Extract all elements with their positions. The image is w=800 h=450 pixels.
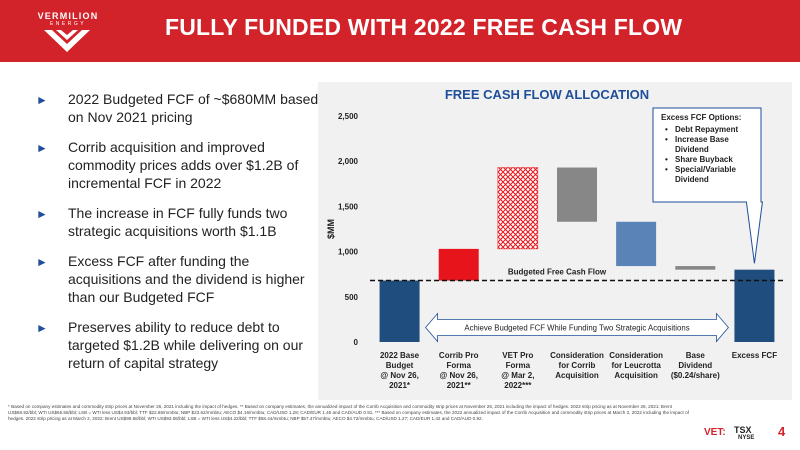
fcf-chart-panel: FREE CASH FLOW ALLOCATION $MM 0 500 1,000 1,5… xyxy=(318,82,792,400)
logo-subtext: ENERGY xyxy=(49,21,87,27)
double-arrow-annotation xyxy=(425,312,729,343)
chart-bar xyxy=(438,248,479,281)
y-tick-label: 500 xyxy=(345,293,359,302)
bullet-text: Preserves ability to reduce debt to targ… xyxy=(68,319,304,371)
vermilion-logo: VERMILION ENERGY xyxy=(0,0,120,62)
callout-bullet: • xyxy=(665,165,668,174)
chart-title: FREE CASH FLOW ALLOCATION xyxy=(445,87,649,102)
bullet-item: ► The increase in FCF fully funds two str… xyxy=(36,204,326,240)
x-tick-label: Excess FCF xyxy=(732,351,777,360)
callout-title: Excess FCF Options: xyxy=(661,113,741,122)
callout-bullet: • xyxy=(665,155,668,164)
y-tick-label: 0 xyxy=(354,338,359,347)
footnote-text: * Based on company estimates and commodi… xyxy=(8,404,689,421)
bullet-list: ► 2022 Budgeted FCF of ~$680MM based on N… xyxy=(36,90,326,384)
callout-item: Debt Repayment xyxy=(675,125,738,134)
page-number: 4 xyxy=(778,424,786,439)
tsx-label: TSX xyxy=(734,425,752,435)
logo-wings-icon xyxy=(44,30,90,52)
chart-bar xyxy=(557,167,597,222)
x-tick-label: Consideration for Leucrotta Acquisition xyxy=(609,351,663,380)
callout-bullet: • xyxy=(665,125,668,134)
x-tick-label: Consideration for Corrib Acquisition xyxy=(550,351,604,380)
bullet-item: ► Excess FCF after funding the acquisitio… xyxy=(36,252,326,306)
bullet-text: 2022 Budgeted FCF of ~$680MM based on No… xyxy=(68,91,319,125)
bullet-arrow-icon: ► xyxy=(36,207,48,221)
header-bar: VERMILION ENERGY FULLY FUNDED WITH 2022 … xyxy=(0,0,800,62)
y-tick-label: 2,500 xyxy=(338,112,359,121)
callout-bullet: • xyxy=(665,135,668,144)
chart-bar xyxy=(379,280,420,342)
page-title: FULLY FUNDED WITH 2022 FREE CASH FLOW xyxy=(165,14,683,40)
bullet-arrow-icon: ► xyxy=(36,321,48,335)
x-tick-label: VET Pro Forma @ Mar 2, 2022*** xyxy=(501,351,534,390)
chart-bar xyxy=(734,269,775,342)
callout-box xyxy=(652,107,763,264)
bullet-item: ► Preserves ability to reduce debt to tar… xyxy=(36,318,326,372)
chart-bar xyxy=(497,167,539,250)
x-tick-label: Base Dividend ($0.24/share) xyxy=(671,351,720,380)
bullet-item: ► 2022 Budgeted FCF of ~$680MM based on N… xyxy=(36,90,326,126)
chart-bar xyxy=(616,221,657,267)
y-tick-label: 1,000 xyxy=(338,248,359,257)
bullet-text: The increase in FCF fully funds two stra… xyxy=(68,205,288,239)
exchange-listing: VET: TSX NYSE xyxy=(704,425,764,445)
x-tick-label: Corrib Pro Forma @ Nov 26, 2021** xyxy=(439,351,479,390)
callout-item: Special/Variable Dividend xyxy=(675,165,736,184)
bullet-text: Corrib acquisition and improved commodit… xyxy=(68,139,299,191)
chart-bar xyxy=(675,266,716,270)
reference-line-label: Budgeted Free Cash Flow xyxy=(508,268,607,277)
callout-item: Share Buyback xyxy=(675,155,733,164)
fcf-allocation-chart: FREE CASH FLOW ALLOCATION $MM 0 500 1,000 1,5… xyxy=(326,87,784,390)
nyse-label: NYSE xyxy=(738,435,755,441)
y-tick-label: 1,500 xyxy=(338,202,359,211)
callout-item: Increase Base Dividend xyxy=(675,135,729,154)
bullet-text: Excess FCF after funding the acquisition… xyxy=(68,253,305,305)
x-tick-label: 2022 Base Budget @ Nov 26, 2021* xyxy=(380,351,420,390)
bullet-item: ► Corrib acquisition and improved commodi… xyxy=(36,138,326,192)
annotation-text: Achieve Budgeted FCF While Funding Two S… xyxy=(464,324,689,333)
y-axis-label: $MM xyxy=(326,219,336,239)
bullet-arrow-icon: ► xyxy=(36,93,48,107)
bullet-arrow-icon: ► xyxy=(36,255,48,269)
bullet-arrow-icon: ► xyxy=(36,141,48,155)
logo-text: VERMILION xyxy=(37,11,99,21)
ticker-label: VET: xyxy=(704,427,726,438)
y-tick-label: 2,000 xyxy=(338,157,359,166)
